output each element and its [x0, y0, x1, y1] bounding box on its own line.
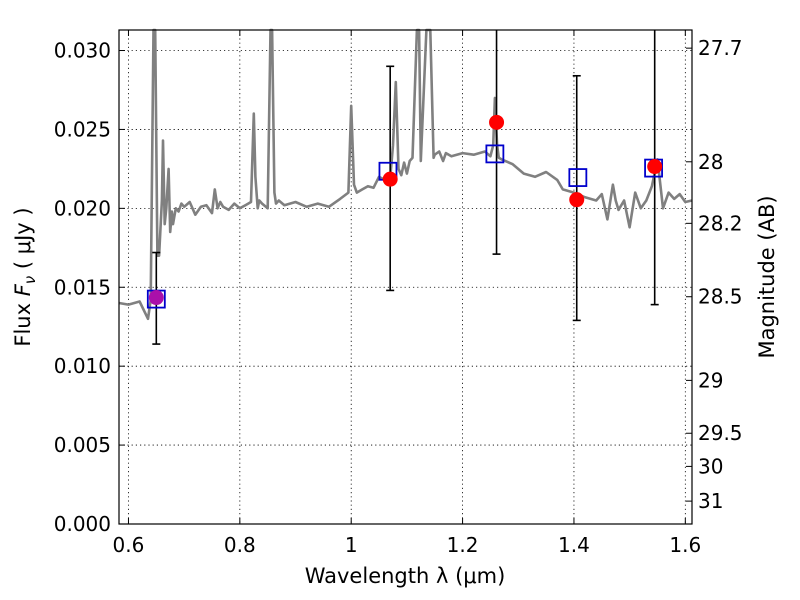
y2-tick-label: 28 — [698, 150, 723, 174]
x-axis-label: Wavelength λ (μm) — [305, 564, 506, 588]
y-tick-label: 0.005 — [54, 433, 111, 457]
plot-frame — [118, 29, 693, 525]
y-tick-label: 0.010 — [54, 354, 111, 378]
y-axis-label-subscript: ν — [21, 276, 39, 284]
y-tick-label: 0.000 — [54, 512, 111, 536]
right-axis-label: Magnitude (AB) — [755, 195, 779, 358]
observed-point — [647, 159, 663, 175]
x-tick-label: 0.6 — [113, 533, 145, 557]
y2-tick-label: 29.5 — [698, 421, 743, 445]
x-tick-label: 1 — [345, 533, 358, 557]
y2-tick-label: 29 — [698, 368, 723, 392]
y-tick-label: 0.025 — [54, 117, 111, 141]
y2-tick-label: 31 — [698, 489, 723, 513]
error-bars — [152, 30, 659, 345]
axis-ticks — [119, 30, 692, 525]
model-point-box — [568, 168, 588, 187]
y-tick-label: 0.020 — [54, 196, 111, 220]
y-axis-label: Flux Fν ( μJy ) — [11, 207, 39, 346]
grid-lines — [119, 30, 692, 525]
observed-point — [569, 192, 585, 208]
x-tick-label: 1.6 — [669, 533, 701, 557]
y-tick-label: 0.015 — [54, 275, 111, 299]
y-axis-label-prefix: Flux — [11, 296, 35, 346]
x-tick-label: 1.4 — [558, 533, 590, 557]
x-tick-label: 1.2 — [447, 533, 479, 557]
y2-tick-label: 27.7 — [698, 36, 743, 60]
y2-tick-label: 28.5 — [698, 285, 743, 309]
observed-point — [489, 114, 505, 130]
y-axis-label-units: ( μJy ) — [11, 207, 35, 275]
x-tick-label: 0.8 — [224, 533, 256, 557]
model-point-box — [485, 144, 505, 164]
observed-point — [382, 171, 398, 187]
observed-point — [148, 290, 164, 306]
spectrum-series — [118, 28, 693, 321]
y-tick-label: 0.030 — [54, 39, 111, 63]
observed-points — [148, 114, 663, 306]
y2-tick-label: 30 — [698, 454, 723, 478]
y2-tick-label: 28.2 — [698, 211, 743, 235]
spectrum-line — [118, 28, 693, 321]
y-axis-label-symbol: F — [11, 283, 35, 296]
tick-labels: 0.6 0.8 1 1.2 1.4 1.6 0.000 0.005 0.010 0.015 0.02… — [54, 36, 743, 557]
